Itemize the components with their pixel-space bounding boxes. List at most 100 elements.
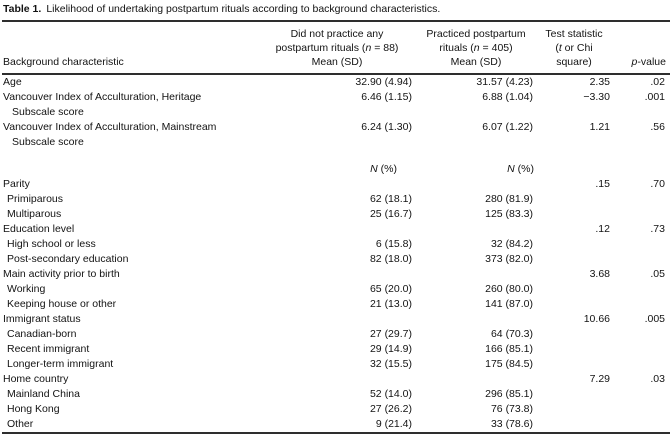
value-cell-group1: [258, 135, 416, 150]
label-cell: Post-secondary education: [7, 253, 129, 265]
p-value-cell: [612, 282, 670, 297]
value-cell-group1: [258, 105, 416, 120]
test-stat-cell: [536, 327, 612, 342]
label-cell: Recent immigrant: [7, 343, 90, 355]
p-value-cell: [612, 327, 670, 342]
value-cell-group2: 125 (83.3): [485, 208, 533, 220]
value-cell-group2: 6.88 (1.04): [482, 91, 533, 103]
p-value-cell: [612, 387, 670, 402]
value-cell-group1: 21 (13.0): [369, 298, 412, 310]
test-stat-cell: [536, 342, 612, 357]
value-cell-group2: 373 (82.0): [485, 253, 533, 265]
row-multiparous: Multiparous 25 (16.7) 125 (83.3): [2, 207, 670, 222]
row-recent-immigrant: Recent immigrant 29 (14.9) 166 (85.1): [2, 342, 670, 357]
p-value-cell: [612, 207, 670, 222]
value-cell-group1: [258, 177, 416, 192]
col-header-test-statistic: Test statistic (t or Chi square): [536, 21, 612, 75]
n-percent-header-group1: N (%): [370, 163, 397, 175]
test-stat-cell: [536, 387, 612, 402]
value-cell-group1: 32.90 (4.94): [355, 76, 412, 88]
table-caption: Table 1. Likelihood of undertaking postpa…: [3, 3, 671, 16]
p-value-cell: .05: [650, 268, 665, 280]
value-cell-group2: 280 (81.9): [485, 193, 533, 205]
row-high-school: High school or less 6 (15.8) 32 (84.2): [2, 237, 670, 252]
value-cell-group2: 64 (70.3): [490, 328, 533, 340]
value-cell-group1: 6.24 (1.30): [361, 121, 412, 133]
p-value-cell: .005: [644, 313, 665, 325]
test-stat-cell: [536, 135, 612, 150]
value-cell-group2: 166 (85.1): [485, 343, 533, 355]
row-post-secondary: Post-secondary education 82 (18.0) 373 (…: [2, 252, 670, 267]
label-cell: Working: [7, 283, 46, 295]
label-cell: Home country: [3, 373, 69, 385]
test-stat-cell: .15: [595, 178, 610, 190]
test-stat-cell: −3.30: [583, 91, 610, 103]
row-education-level: Education level .12 .73: [2, 222, 670, 237]
row-working: Working 65 (20.0) 260 (80.0): [2, 282, 670, 297]
p-value-cell: [612, 342, 670, 357]
row-keeping-house: Keeping house or other 21 (13.0) 141 (87…: [2, 297, 670, 312]
value-cell-group2: 260 (80.0): [485, 283, 533, 295]
value-cell-group1: 29 (14.9): [369, 343, 412, 355]
row-primiparous: Primiparous 62 (18.1) 280 (81.9): [2, 192, 670, 207]
label-cell: High school or less: [7, 238, 96, 250]
table-number: Table 1.: [3, 3, 42, 15]
label-cell: Main activity prior to birth: [3, 268, 120, 280]
test-stat-cell: [536, 282, 612, 297]
value-cell-group1: 9 (21.4): [375, 418, 412, 430]
test-stat-cell: 7.29: [589, 373, 610, 385]
p-value-cell: [612, 297, 670, 312]
p-value-cell: .03: [650, 373, 665, 385]
value-cell-group1: [258, 312, 416, 327]
test-stat-cell: [536, 402, 612, 417]
test-stat-cell: [536, 105, 612, 120]
test-stat-cell: 10.66: [583, 313, 610, 325]
test-stat-cell: [536, 297, 612, 312]
label-cell: Parity: [3, 178, 30, 190]
value-cell-group2: 76 (73.8): [490, 403, 533, 415]
value-cell-group2: 175 (84.5): [485, 358, 533, 370]
p-value-cell: [612, 105, 670, 120]
label-cell: Longer-term immigrant: [7, 358, 114, 370]
label-cell: Vancouver Index of Acculturation, Mainst…: [3, 121, 217, 133]
p-value-cell: [612, 135, 670, 150]
label-cell: Hong Kong: [7, 403, 60, 415]
value-cell-group2: [416, 267, 536, 282]
row-age: Age 32.90 (4.94) 31.57 (4.23) 2.35 .02: [2, 74, 670, 90]
p-value-cell: [612, 162, 670, 177]
row-hong-kong: Hong Kong 27 (26.2) 76 (73.8): [2, 402, 670, 417]
value-cell-group1: 52 (14.0): [369, 388, 412, 400]
value-cell-group1: [258, 222, 416, 237]
row-other: Other 9 (21.4) 33 (78.6): [2, 417, 670, 433]
value-cell-group2: 33 (78.6): [490, 418, 533, 430]
test-stat-cell: 3.68: [589, 268, 610, 280]
value-cell-group2: 31.57 (4.23): [476, 76, 533, 88]
label-cell: Keeping house or other: [7, 298, 117, 310]
test-stat-cell: [536, 417, 612, 433]
col-header-no-rituals-group: Did not practice any postpartum rituals …: [258, 21, 416, 75]
row-home-country: Home country 7.29 .03: [2, 372, 670, 387]
col-header-rituals-group: Practiced postpartum rituals (n = 405) M…: [416, 21, 536, 75]
test-stat-cell: [536, 357, 612, 372]
p-value-cell: .02: [650, 76, 665, 88]
value-cell-group2: 32 (84.2): [490, 238, 533, 250]
table-header-row: Background characteristic Did not practi…: [2, 21, 670, 75]
value-cell-group2: [416, 105, 536, 120]
label-cell: Age: [3, 76, 22, 88]
test-stat-cell: [536, 207, 612, 222]
test-stat-cell: [536, 252, 612, 267]
value-cell-group2: [416, 177, 536, 192]
row-mainland-china: Mainland China 52 (14.0) 296 (85.1): [2, 387, 670, 402]
test-stat-cell: [536, 192, 612, 207]
label-cell: Subscale score: [12, 136, 84, 148]
label-cell: Mainland China: [7, 388, 80, 400]
row-via-mainstream-cont: Subscale score: [2, 135, 670, 150]
p-value-cell: .56: [650, 121, 665, 133]
value-cell-group2: [416, 222, 536, 237]
p-value-cell: .70: [650, 178, 665, 190]
label-cell: Immigrant status: [3, 313, 81, 325]
row-parity: Parity .15 .70: [2, 177, 670, 192]
row-canadian-born: Canadian-born 27 (29.7) 64 (70.3): [2, 327, 670, 342]
p-value-cell: [612, 237, 670, 252]
